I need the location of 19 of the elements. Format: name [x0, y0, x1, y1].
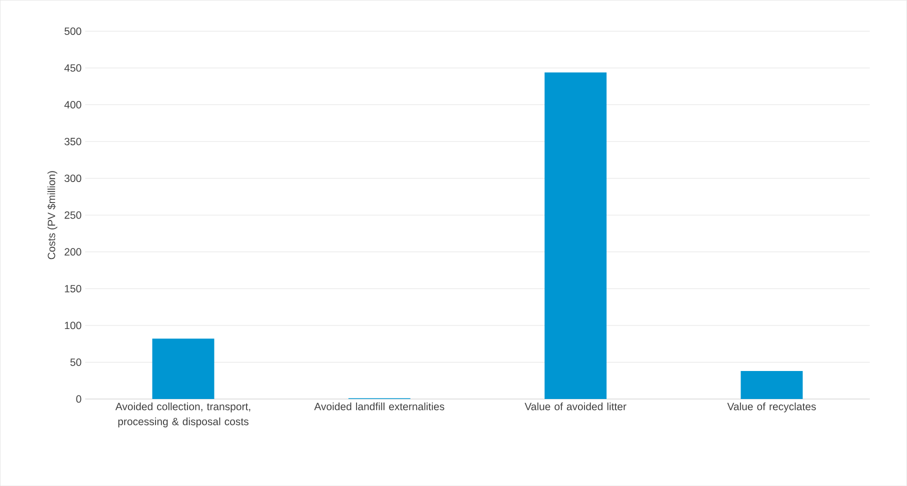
y-tick-label: 500 [64, 27, 82, 35]
bar [740, 370, 803, 399]
y-tick-label: 100 [64, 322, 82, 330]
y-tick-label: 350 [64, 138, 82, 146]
x-tick-label: Value of recyclates [727, 402, 816, 412]
y-tick-label: 150 [64, 284, 82, 292]
x-tick-label: Avoided collection, transport, processing & disposal costs [115, 402, 250, 428]
bar [152, 338, 214, 399]
y-tick-label: 450 [64, 64, 82, 72]
x-tick-label: Avoided landfill externalities [314, 402, 444, 410]
y-axis-title: Costs (PV $million) [47, 171, 58, 260]
y-tick-label: 50 [70, 358, 82, 366]
y-tick-label: 300 [64, 174, 82, 182]
x-tick-label: Value of avoided litter [524, 402, 626, 410]
y-tick-label: 400 [64, 100, 82, 108]
y-tick-label: 250 [64, 211, 82, 219]
bar [544, 72, 607, 399]
y-tick-label: 200 [64, 248, 82, 256]
y-tick-label: 0 [76, 395, 82, 403]
